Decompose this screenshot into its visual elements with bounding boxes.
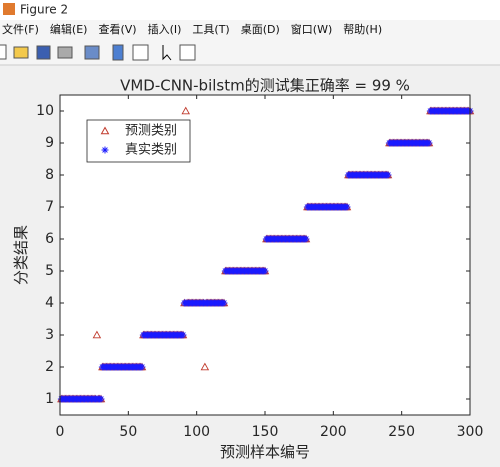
asterisk-point <box>220 299 228 307</box>
legend-box <box>86 119 191 163</box>
asterisk-point <box>384 171 392 179</box>
asterisk-point <box>343 203 351 211</box>
title-bar <box>0 0 500 20</box>
menu-item[interactable]: 窗口(W) <box>291 22 332 36</box>
y-tick-label: 5 <box>45 263 54 279</box>
y-tick-label: 7 <box>45 199 54 215</box>
y-tick-label: 3 <box>45 327 54 343</box>
menu-item[interactable]: 查看(V) <box>98 22 136 36</box>
asterisk-point <box>425 139 433 147</box>
new-icon[interactable] <box>0 44 7 60</box>
menu-item[interactable]: 插入(I) <box>148 22 182 36</box>
window-title: Figure 2 <box>20 3 68 17</box>
menu-item[interactable]: 帮助(H) <box>343 22 382 36</box>
y-tick-label: 1 <box>45 391 54 407</box>
toolbar[interactable] <box>0 40 500 65</box>
legend-label: 预测类别 <box>125 124 177 139</box>
triangle-point <box>181 106 190 115</box>
x-tick-label: 50 <box>119 424 137 440</box>
x-tick-label: 0 <box>56 424 65 440</box>
x-tick-label: 250 <box>388 424 415 440</box>
asterisk-point <box>261 267 269 275</box>
legend-marker <box>101 146 109 154</box>
app-icon <box>3 3 15 15</box>
x-tick-label: 200 <box>320 424 347 440</box>
x-tick-label: 300 <box>457 424 484 440</box>
triangle-point <box>92 330 102 339</box>
y-tick-label: 10 <box>36 103 54 119</box>
cursor-icon[interactable] <box>162 45 172 61</box>
asterisk-point <box>179 331 187 339</box>
menu-item[interactable]: 工具(T) <box>192 23 229 36</box>
axes-box <box>59 94 471 416</box>
menu-item[interactable]: 编辑(E) <box>50 22 88 36</box>
print-icon[interactable] <box>57 46 73 59</box>
menu-items: 文件(F) 编辑(E) 查看(V) 插入(I) 工具(T) 桌面(D) 窗口(W) 帮助(H) <box>2 22 382 36</box>
menu-item[interactable]: 文件(F) <box>2 22 39 36</box>
triangle-point <box>200 362 210 371</box>
inspector-icon[interactable] <box>179 44 196 61</box>
menu-bar <box>0 20 500 40</box>
legend-icon[interactable] <box>132 44 149 61</box>
colorbar-icon[interactable] <box>112 44 124 61</box>
x-tick-label: 150 <box>252 424 279 440</box>
asterisk-point <box>302 235 310 243</box>
y-tick-label: 9 <box>45 135 54 151</box>
open-icon[interactable] <box>13 46 29 59</box>
plot: 0 50 100 150 200 250 300 1 2 3 4 5 6 7 8 9 10 <box>36 95 483 440</box>
save-icon[interactable] <box>36 45 51 60</box>
x-axis-label: 预测样本编号 <box>220 443 310 461</box>
chart-title: VMD-CNN-bilstm的测试集正确率 = 99 % <box>120 77 410 95</box>
y-axis-label: 分类结果 <box>12 225 30 285</box>
y-tick-label: 2 <box>45 359 54 375</box>
zoom-icon[interactable] <box>84 45 100 60</box>
legend-label: 真实类别 <box>125 143 177 158</box>
x-tick-label: 100 <box>183 424 210 440</box>
toolbar-icons <box>0 44 196 61</box>
legend-marker <box>100 126 110 135</box>
y-tick-label: 6 <box>45 231 54 247</box>
y-tick-label: 8 <box>45 167 54 183</box>
asterisk-point <box>138 363 146 371</box>
asterisk-point <box>97 395 105 403</box>
y-tick-label: 4 <box>45 295 54 311</box>
menu-item[interactable]: 桌面(D) <box>241 23 280 36</box>
